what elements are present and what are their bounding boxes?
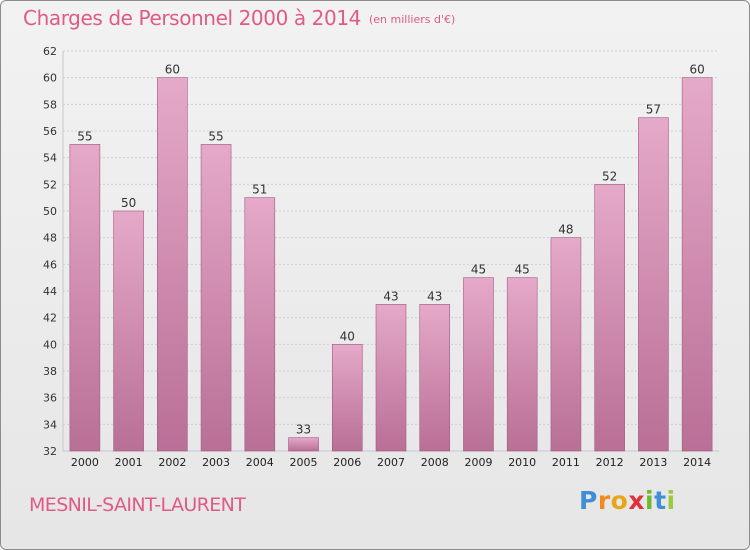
y-tick-label: 34	[43, 418, 57, 431]
y-tick-label: 62	[43, 45, 57, 58]
data-label: 60	[689, 63, 704, 77]
y-tick-label: 56	[43, 125, 57, 138]
y-tick-label: 58	[43, 98, 57, 111]
y-tick-label: 38	[43, 365, 57, 378]
x-tick-label: 2000	[71, 456, 99, 469]
bar	[200, 144, 232, 452]
bar	[69, 144, 101, 452]
bar	[157, 77, 188, 452]
logo-letter: o	[610, 486, 629, 515]
bar	[244, 197, 276, 452]
data-label: 50	[121, 196, 136, 210]
proxiti-logo: Proxiti	[579, 486, 676, 515]
data-label: 52	[602, 169, 617, 183]
data-label: 45	[471, 263, 486, 277]
logo-letter: x	[628, 486, 645, 515]
y-tick-label: 50	[43, 205, 57, 218]
y-tick-label: 40	[43, 338, 57, 351]
y-tick-label: 44	[43, 285, 57, 298]
x-tick-label: 2008	[421, 456, 449, 469]
data-label: 43	[383, 289, 398, 303]
bar	[419, 304, 451, 452]
logo-letter: i	[645, 486, 655, 515]
bar	[375, 304, 407, 452]
bar	[331, 344, 363, 452]
data-label: 57	[646, 103, 661, 117]
data-label: 45	[515, 263, 530, 277]
data-label: 60	[165, 63, 180, 77]
data-label: 55	[208, 129, 223, 143]
logo-letter: t	[654, 486, 667, 515]
bar	[288, 437, 319, 452]
location-label: MESNIL-SAINT-LAURENT	[29, 494, 246, 516]
x-tick-label: 2002	[158, 456, 186, 469]
x-tick-label: 2001	[115, 456, 143, 469]
y-tick-label: 54	[43, 152, 57, 165]
x-tick-label: 2013	[639, 456, 667, 469]
bar	[463, 277, 494, 452]
y-tick-label: 32	[43, 445, 57, 458]
y-tick-label: 60	[43, 72, 57, 85]
bar	[113, 210, 144, 452]
y-tick-label: 42	[43, 312, 57, 325]
bar	[594, 184, 625, 452]
x-tick-label: 2007	[377, 456, 405, 469]
y-tick-label: 36	[43, 392, 57, 405]
data-label: 40	[340, 329, 355, 343]
x-tick-label: 2011	[552, 456, 580, 469]
data-label: 33	[296, 423, 311, 437]
data-label: 48	[558, 223, 573, 237]
x-tick-label: 2006	[333, 456, 361, 469]
logo-letter: r	[597, 486, 611, 515]
data-label: 43	[427, 289, 442, 303]
chart-title: Charges de Personnel 2000 à 2014	[23, 6, 361, 30]
y-tick-label: 46	[43, 258, 57, 271]
bar	[550, 237, 582, 452]
data-label: 55	[77, 129, 92, 143]
x-tick-label: 2003	[202, 456, 230, 469]
bar	[681, 77, 713, 452]
x-tick-label: 2012	[596, 456, 624, 469]
x-tick-label: 2005	[290, 456, 318, 469]
logo-letter: P	[579, 486, 598, 515]
y-tick-label: 52	[43, 178, 57, 191]
data-label: 51	[252, 183, 267, 197]
y-tick-label: 48	[43, 232, 57, 245]
x-tick-label: 2004	[246, 456, 274, 469]
bar	[638, 117, 669, 452]
chart-subtitle: (en milliers d'€)	[369, 13, 456, 26]
bar	[506, 277, 538, 452]
x-tick-label: 2014	[683, 456, 711, 469]
logo-letter: i	[666, 486, 676, 515]
x-tick-label: 2010	[508, 456, 536, 469]
x-tick-label: 2009	[464, 456, 492, 469]
